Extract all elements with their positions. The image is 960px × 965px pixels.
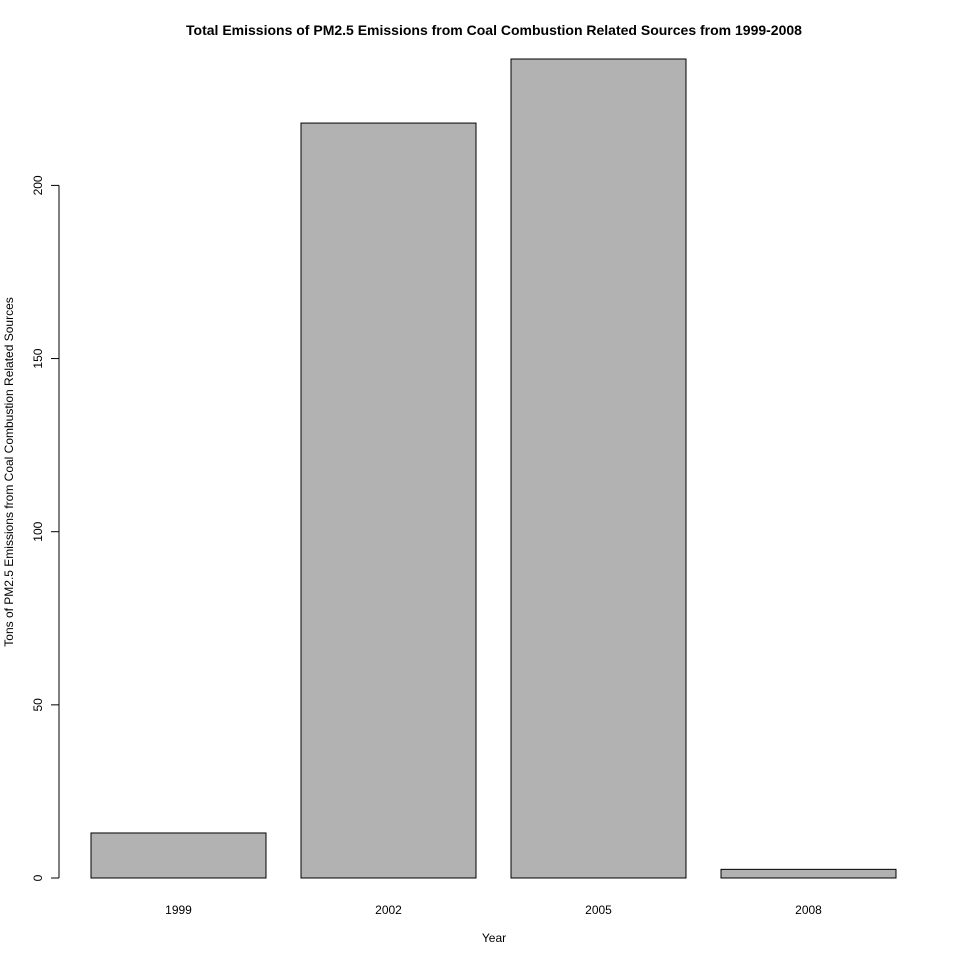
y-axis: 0 50 100 150 200: [31, 175, 60, 881]
y-tick-label-200: 200: [31, 175, 45, 195]
y-tick-label-150: 150: [31, 348, 45, 368]
y-tick-label-0: 0: [31, 874, 45, 881]
bar-2005: [510, 58, 687, 879]
y-axis-label: Tons of PM2.5 Emissions from Coal Combus…: [2, 297, 16, 646]
bars-layer: [90, 58, 897, 879]
bar-1999: [90, 832, 267, 879]
x-tick-label-2008: 2008: [795, 903, 822, 917]
x-tick-labels: 1999 2002 2005 2008: [165, 903, 822, 917]
bar-2008: [720, 868, 897, 879]
x-tick-label-2002: 2002: [375, 903, 402, 917]
y-tick-label-50: 50: [31, 698, 45, 712]
x-tick-label-2005: 2005: [585, 903, 612, 917]
x-tick-label-1999: 1999: [165, 903, 192, 917]
chart-title: Total Emissions of PM2.5 Emissions from …: [186, 22, 802, 38]
bar-2002: [300, 122, 477, 879]
x-axis-label: Year: [482, 931, 506, 945]
y-tick-label-100: 100: [31, 521, 45, 541]
